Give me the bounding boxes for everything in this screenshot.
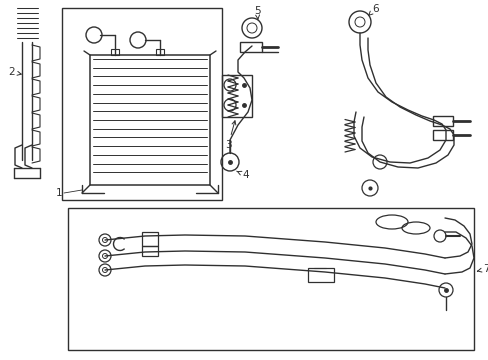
Text: 2: 2	[8, 67, 21, 77]
Bar	[111, 49, 119, 55]
Bar	[142, 246, 158, 256]
Text: 5: 5	[253, 6, 260, 19]
Text: 1: 1	[56, 188, 62, 198]
Text: 6: 6	[368, 4, 378, 15]
Text: 4: 4	[236, 170, 248, 180]
Bar	[68, 208, 473, 350]
Bar	[432, 116, 452, 126]
Bar	[307, 268, 333, 282]
Text: 7: 7	[476, 264, 488, 274]
Bar	[432, 130, 452, 140]
Bar	[222, 75, 251, 117]
Bar	[90, 55, 209, 185]
Bar	[156, 49, 163, 55]
Bar	[62, 8, 222, 200]
Bar	[240, 42, 262, 52]
Text: 3: 3	[224, 121, 235, 150]
Bar	[142, 232, 158, 246]
